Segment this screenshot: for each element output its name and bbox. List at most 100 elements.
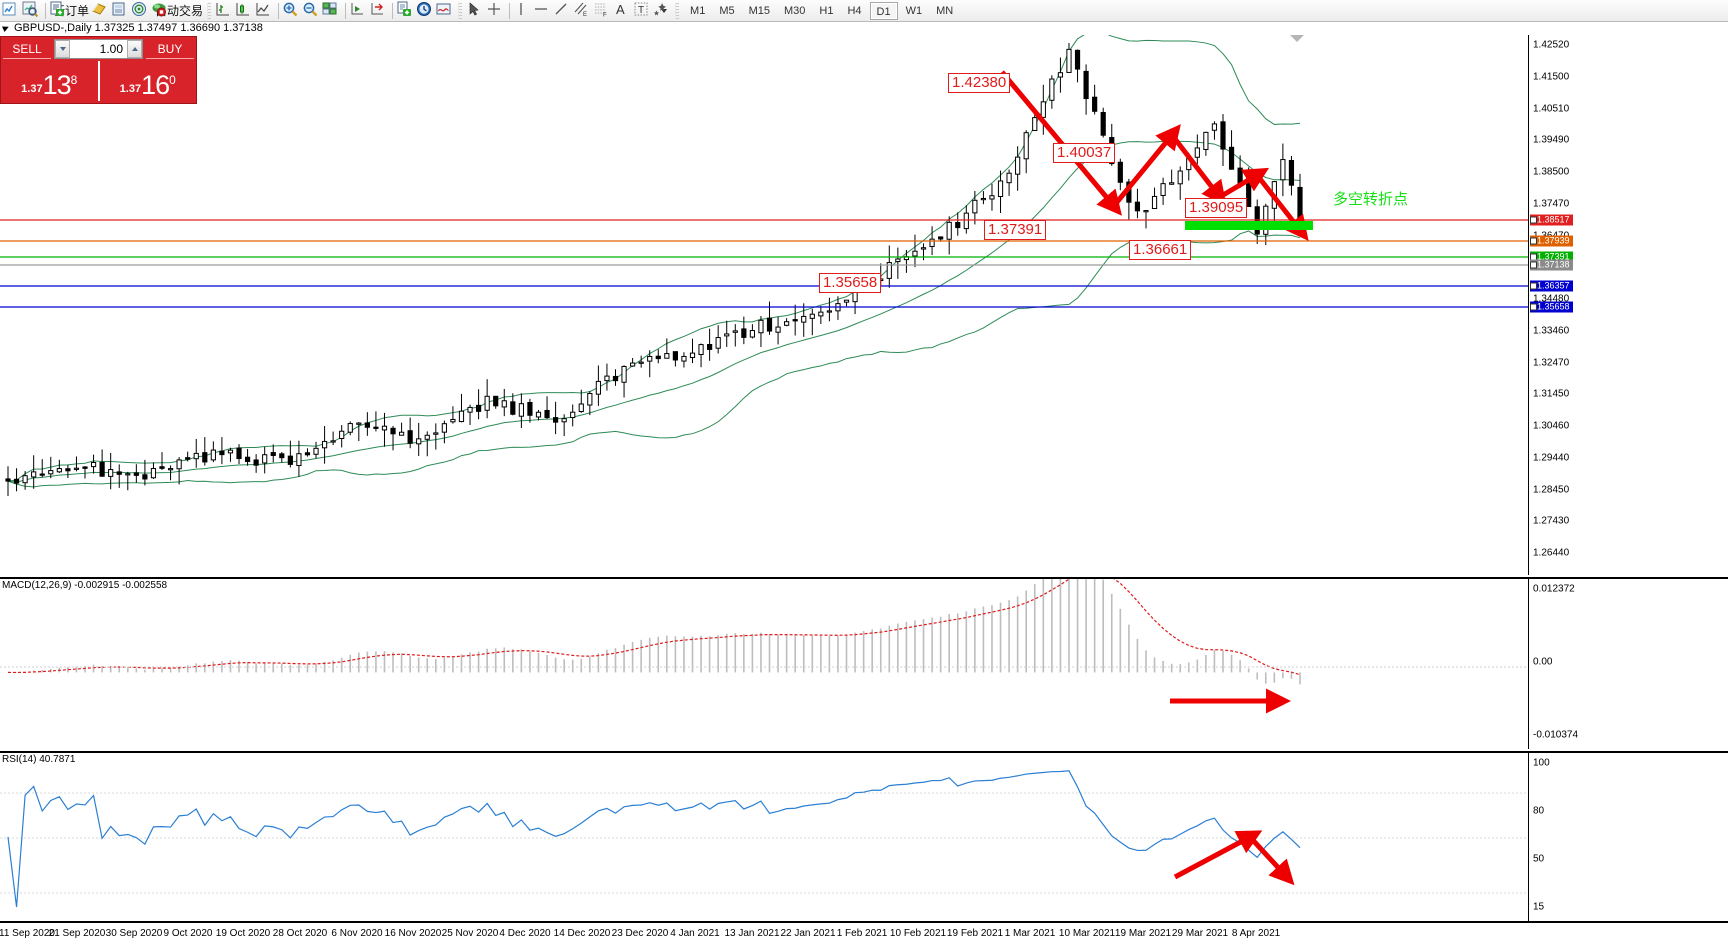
volume-increment-button[interactable] [127,40,142,58]
candle [801,315,807,323]
candle [450,418,456,423]
price-annotation-5[interactable]: 1.35658 [819,273,882,293]
candle [1151,195,1158,209]
indicators-button[interactable] [436,1,456,21]
candle [330,440,336,443]
templates-button[interactable] [396,1,416,21]
auto-scroll-button[interactable] [369,1,389,21]
candle [321,440,328,449]
candle [150,468,157,479]
candle [48,470,54,475]
timeframe-h4[interactable]: H4 [847,4,862,17]
toolbar-grip[interactable] [675,2,680,19]
price-annotation-4[interactable]: 1.36661 [1129,240,1192,260]
price-level-label[interactable]: 1.38517 [1530,214,1573,226]
timeframe-h1[interactable]: H1 [819,4,834,17]
candle [159,466,165,469]
candle [561,418,567,423]
chart-shift-marker[interactable] [1290,35,1304,42]
chart-type-icon [2,24,10,32]
toolbar-grip[interactable] [458,2,463,19]
period-button[interactable] [416,1,436,21]
timeframe-mn[interactable]: MN [936,4,954,17]
candle [82,466,88,469]
price-level-label[interactable]: 1.36357 [1530,280,1573,292]
bar-chart-button[interactable] [215,1,235,21]
candle [784,321,790,326]
price-scale[interactable]: 1.42520 1.41500 1.40510 1.39490 1.38500 1.374… [1528,35,1728,575]
timeframe-d1[interactable]: D1 [869,1,898,20]
price-annotation-3[interactable]: 1.37391 [984,220,1047,240]
price-tick: 1.29440 [1533,452,1570,464]
timeframe-m15[interactable]: M15 [748,4,770,17]
price-level-label[interactable]: 1.37939 [1530,235,1573,247]
timeframe-m5[interactable]: M5 [719,4,735,17]
sell-button[interactable]: SELL [3,39,51,59]
auto-trading-label: 自动交易 [155,4,204,18]
charts-button[interactable] [2,1,22,21]
market-watch-button[interactable] [22,1,42,21]
timeframe-group: M1 M5 M15 M30 H1 H4 D1 W1 MN [683,1,960,20]
price-tick: 1.41500 [1533,71,1570,83]
buy-button[interactable]: BUY [146,39,194,59]
auto-trading-button[interactable]: 自动交易 [151,1,205,21]
fibonacci-tool-button[interactable]: F [593,1,613,21]
price-chart-svg [0,35,1528,496]
candle [99,461,105,477]
svg-text:E: E [583,12,587,18]
tile-windows-button[interactable] [322,1,342,21]
price-annotation-2[interactable]: 1.39095 [1185,198,1248,218]
alerts-button[interactable] [131,1,151,21]
volume-input[interactable]: 1.00 [99,42,123,56]
cursor-tool-button[interactable] [466,1,486,21]
scale-tick: 0.012372 [1533,583,1575,595]
macd-pane[interactable]: MACD(12,26,9) -0.002915 -0.002558 [0,577,1528,749]
price-annotation-0[interactable]: 1.42380 [948,73,1011,93]
trendline-tool-button[interactable] [553,1,573,21]
timeframe-w1[interactable]: W1 [905,4,923,17]
history-button[interactable] [91,1,111,21]
new-order-button[interactable]: 新订单 [49,1,91,21]
toolbar-grip[interactable] [207,2,212,19]
shapes-tool-button[interactable] [653,1,673,21]
crosshair-tool-button[interactable] [486,1,506,21]
candle [193,452,199,460]
rsi-pane[interactable]: RSI(14) 40.7871 [0,751,1528,921]
candle [1160,183,1166,196]
candle [22,475,28,484]
timeframe-m30[interactable]: M30 [784,4,806,17]
candle [826,310,833,313]
candle [1049,78,1055,101]
candle [13,478,20,484]
price-level-label[interactable]: 1.35658 [1530,301,1573,313]
zoom-out-button[interactable] [302,1,322,21]
candlestick-chart-button[interactable] [235,1,255,21]
text-label-tool-button[interactable]: T [633,1,653,21]
buy-price-display[interactable]: 1.37 16 0 [100,61,197,101]
candle [630,362,636,367]
price-level-label[interactable]: 1.37138 [1530,259,1573,271]
chart-shift-button[interactable] [349,1,369,21]
zoom-in-button[interactable] [282,1,302,21]
one-click-trading-panel[interactable]: SELL 1.00 BUY 1.37 13 8 1.37 16 0 [0,36,197,104]
news-button[interactable] [111,1,131,21]
volume-stepper[interactable]: 1.00 [54,39,143,59]
line-chart-button[interactable] [255,1,275,21]
equidistant-channel-tool-button[interactable]: E [573,1,593,21]
text-tool-button[interactable]: A [613,1,633,21]
vertical-line-tool-button[interactable] [513,1,533,21]
price-annotation-1[interactable]: 1.40037 [1053,143,1116,163]
candle [689,352,696,359]
volume-decrement-button[interactable] [55,40,70,58]
time-axis-label: 21 Sep 2020 [48,928,106,939]
sell-price-display[interactable]: 1.37 13 8 [1,61,100,101]
candle [1237,167,1243,184]
price-chart-pane[interactable]: 1.42380 1.40037 1.39095 1.37391 1.36661 1.356… [0,35,1528,575]
horizontal-line-tool-button[interactable] [533,1,553,21]
time-axis[interactable]: 11 Sep 2020 21 Sep 2020 30 Sep 2020 9 Oct 2… [0,921,1728,946]
time-axis-label: 19 Feb 2021 [946,928,1004,939]
candle [219,450,225,456]
time-axis-label: 19 Mar 2021 [1114,928,1172,939]
candle [73,467,80,470]
timeframe-m1[interactable]: M1 [690,4,706,17]
